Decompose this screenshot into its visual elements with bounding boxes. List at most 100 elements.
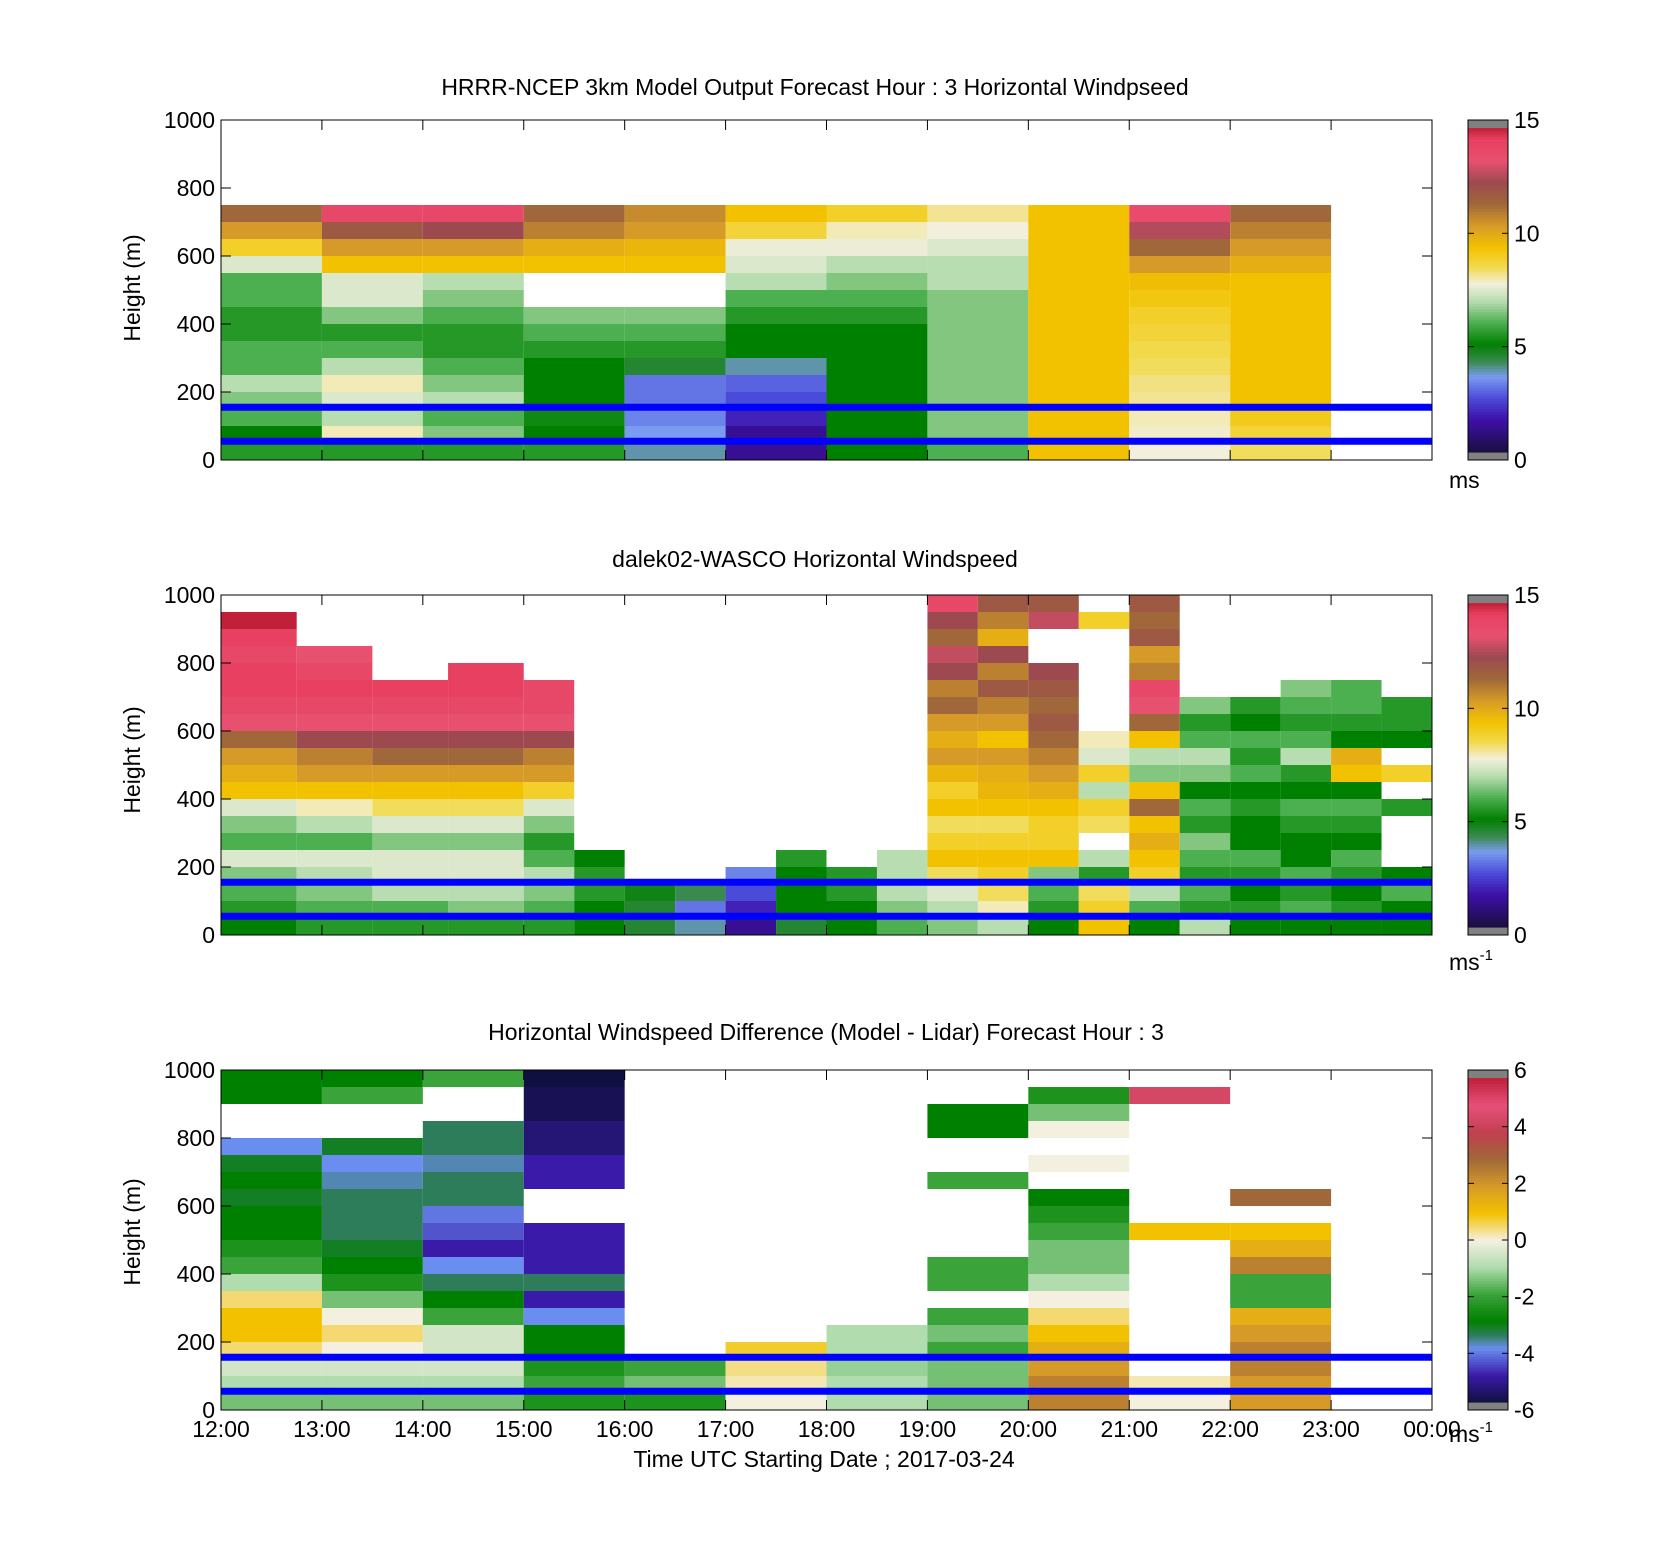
colorbar-segment	[1468, 1285, 1508, 1290]
colorbar-tick-label: 10	[1514, 695, 1540, 721]
colorbar-segment	[1468, 1115, 1508, 1120]
heatmap-cell	[977, 646, 1029, 663]
panel-model-column-1500	[523, 205, 625, 460]
colorbar-segment	[1468, 227, 1508, 232]
heatmap-cell	[977, 765, 1029, 782]
panel-model-column-1400	[422, 205, 524, 460]
x-tick-label: 12:00	[192, 1416, 250, 1442]
colorbar-segment	[1468, 300, 1508, 305]
colorbar-segment	[1468, 1126, 1508, 1130]
colorbar-segment	[1468, 1272, 1508, 1276]
heatmap-cell	[977, 731, 1029, 748]
heatmap-cell	[927, 443, 1029, 460]
panel-difference-column-1300	[321, 1070, 423, 1410]
colorbar-segment	[1468, 700, 1508, 704]
colorbar-segment	[1468, 392, 1508, 396]
colorbar-segment	[1468, 894, 1508, 898]
colorbar-segment	[1468, 233, 1508, 237]
colorbar-frame	[1467, 119, 1509, 461]
panel-lidar: dalek02-WASCO Horizontal Windspeed Heigh…	[119, 546, 1540, 975]
colorbar-segment	[1468, 1221, 1508, 1225]
heatmap-cell	[1179, 918, 1231, 935]
colorbar-segment	[1468, 1267, 1508, 1271]
x-tick-labels: 12:00 13:00 14:00 15:00 16:00 17:00 18:00 19:00…	[192, 1416, 1461, 1442]
heatmap-cell	[1179, 731, 1231, 748]
heatmap-cell	[321, 1138, 423, 1155]
colorbar-segment	[1468, 433, 1508, 437]
heatmap-cell	[927, 595, 978, 612]
heatmap-cell	[1028, 290, 1130, 307]
heatmap-cell	[221, 731, 297, 748]
colorbar-segment	[1468, 138, 1508, 143]
colorbar-segment	[1468, 346, 1508, 350]
heatmap-cell	[321, 324, 423, 341]
colorbar-segment	[1468, 905, 1508, 909]
colorbar-tick-label: 5	[1514, 809, 1527, 835]
heatmap-cell	[523, 256, 625, 273]
colorbar-segment	[1468, 743, 1508, 747]
colorbar-segment	[1468, 416, 1508, 421]
colorbar-segment	[1468, 1215, 1508, 1219]
heatmap-cell	[1280, 748, 1332, 765]
colorbar-segment	[1468, 1134, 1508, 1138]
panel-model-ylabel: Height (m)	[119, 234, 145, 341]
colorbar-segment	[1468, 746, 1508, 750]
heatmap-cell	[624, 222, 726, 239]
heatmap-cell	[1129, 375, 1231, 392]
colorbar-segment	[1468, 1380, 1508, 1384]
heatmap-cell	[1028, 714, 1079, 731]
heatmap-cell	[1129, 595, 1180, 612]
colorbar-segment	[1468, 913, 1508, 917]
colorbar-segment	[1468, 1345, 1508, 1349]
colorbar-segment	[1468, 354, 1508, 359]
heatmap-cell	[1028, 765, 1079, 782]
colorbar-segment	[1468, 1342, 1508, 1346]
heatmap-cell	[977, 612, 1029, 629]
heatmap-cell	[1028, 799, 1079, 816]
colorbar-segment	[1468, 403, 1508, 407]
panel-model-column-1200	[221, 205, 322, 460]
colorbar-segment	[1468, 284, 1508, 288]
heatmap-cell	[1129, 358, 1231, 375]
heatmap-cell	[927, 748, 978, 765]
heatmap-cell	[221, 1155, 322, 1172]
colorbar-segment	[1468, 613, 1508, 618]
heatmap-cell	[221, 1291, 322, 1308]
colorbar-segment	[1468, 624, 1508, 628]
heatmap-cell	[826, 239, 928, 256]
heatmap-cell	[725, 205, 827, 222]
panel-difference-ylabel: Height (m)	[119, 1178, 145, 1285]
panel-model: HRRR-NCEP 3km Model Output Forecast Hour…	[119, 74, 1540, 493]
heatmap-cell	[1179, 850, 1231, 867]
heatmap-cell	[448, 663, 524, 680]
heatmap-cell	[1230, 1223, 1332, 1240]
heatmap-cell	[1381, 918, 1432, 935]
colorbar-segment	[1468, 279, 1508, 283]
heatmap-cell	[776, 850, 827, 867]
heatmap-cell	[1230, 1257, 1332, 1274]
heatmap-cell	[296, 680, 373, 697]
heatmap-cell	[1028, 1087, 1130, 1104]
colorbar-segment	[1468, 1167, 1508, 1171]
heatmap-cell	[296, 799, 373, 816]
colorbar-segment	[1468, 824, 1508, 828]
heatmap-cell	[624, 443, 726, 460]
heatmap-cell	[523, 833, 575, 850]
panel-difference-column-1400	[422, 1070, 524, 1410]
colorbar-segment	[1468, 727, 1508, 731]
colorbar-segment	[1468, 133, 1508, 137]
heatmap-cell	[624, 307, 726, 324]
colorbar-tick-label: 0	[1514, 922, 1527, 948]
colorbar-segment	[1468, 136, 1508, 140]
colorbar-segment	[1468, 667, 1508, 672]
colorbar-segment	[1468, 778, 1508, 782]
colorbar-segment	[1468, 265, 1508, 269]
colorbar-segment	[1468, 1245, 1508, 1249]
heatmap-cell	[321, 1291, 423, 1308]
heatmap-cell	[523, 850, 575, 867]
panel-difference-heatmap: 0 200 400 600 800 1000	[164, 1057, 1433, 1423]
heatmap-cell	[221, 748, 297, 765]
colorbar-segment	[1468, 1145, 1508, 1149]
heatmap-cell	[1129, 273, 1231, 290]
heatmap-cell	[1230, 833, 1281, 850]
